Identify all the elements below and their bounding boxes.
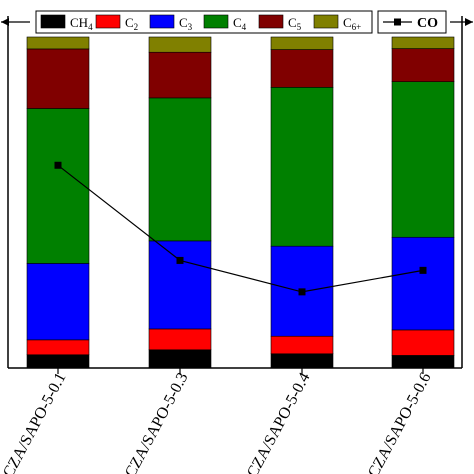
- bar-segment-c4-1: [26, 108, 90, 264]
- bar-segment-c5-2: [148, 51, 212, 99]
- legend-swatch-ch4: [40, 14, 66, 29]
- bar-segment-ch4-2: [148, 349, 212, 369]
- legend-label-c3: C3: [179, 15, 193, 32]
- bar-segment-c4-3: [270, 87, 334, 247]
- bar-segment-c5-3: [270, 49, 334, 88]
- bar-segment-c6-2: [148, 36, 212, 53]
- x-tick-labels: CZA/SAPO-5-0.1 CZA/SAPO-5-0.3 CZA/SAPO-5-0…: [0, 370, 434, 474]
- legend-swatch-c5: [258, 14, 284, 29]
- co-point-4: [419, 266, 427, 274]
- legend-label-ch4: CH4: [70, 15, 93, 32]
- axes-layer: [1, 16, 473, 374]
- legend-label-c4: C4: [233, 15, 247, 32]
- legend: CH4 C2 C3 C4 C5 C6+ CO: [35, 10, 447, 34]
- legend-swatch-c6: [313, 14, 339, 29]
- x-tick-label-3: CZA/SAPO-5-0.4: [244, 370, 313, 474]
- bar-segment-c6-1: [26, 36, 90, 50]
- bar-segment-ch4-4: [391, 355, 455, 369]
- bar-segment-c5-4: [391, 48, 455, 82]
- bars-layer: [26, 36, 455, 369]
- left-axis-arrow-icon: [1, 18, 9, 26]
- bar-segment-c4-2: [148, 97, 212, 242]
- bar-segment-c2-4: [391, 329, 455, 356]
- bar-segment-c3-1: [26, 263, 90, 341]
- co-line: [57, 164, 424, 293]
- x-tick-label-1: CZA/SAPO-5-0.1: [0, 370, 69, 474]
- bar-segment-c3-2: [148, 240, 212, 330]
- bar-segment-c4-4: [391, 81, 455, 238]
- bar-segment-c2-2: [148, 328, 212, 351]
- bar-segment-c5-1: [26, 48, 90, 109]
- bar-segment-c2-1: [26, 339, 90, 356]
- legend-label-c6: C6+: [343, 15, 361, 32]
- bar-segment-ch4-1: [26, 354, 90, 369]
- legend-swatch-c4: [203, 14, 229, 29]
- legend-label-co: CO: [417, 16, 438, 31]
- co-point-1: [54, 161, 62, 169]
- legend-marker-co: [394, 18, 401, 26]
- legend-swatch-c3: [149, 14, 175, 29]
- co-line-layer: [54, 161, 427, 296]
- legend-label-c5: C5: [288, 15, 302, 32]
- bar-segment-c6-3: [270, 36, 334, 50]
- bar-segment-ch4-3: [270, 353, 334, 369]
- x-tick-label-2: CZA/SAPO-5-0.3: [122, 370, 191, 474]
- co-point-2: [176, 256, 184, 264]
- legend-swatch-c2: [95, 14, 121, 29]
- bar-segment-c6-4: [391, 36, 455, 49]
- co-point-3: [298, 288, 306, 296]
- x-tick-label-4: CZA/SAPO-5-0.6: [365, 370, 434, 474]
- right-axis-arrow-icon: [465, 18, 473, 26]
- bar-segment-c2-3: [270, 335, 334, 355]
- bar-segment-c3-4: [391, 236, 455, 331]
- legend-label-c2: C2: [125, 15, 138, 32]
